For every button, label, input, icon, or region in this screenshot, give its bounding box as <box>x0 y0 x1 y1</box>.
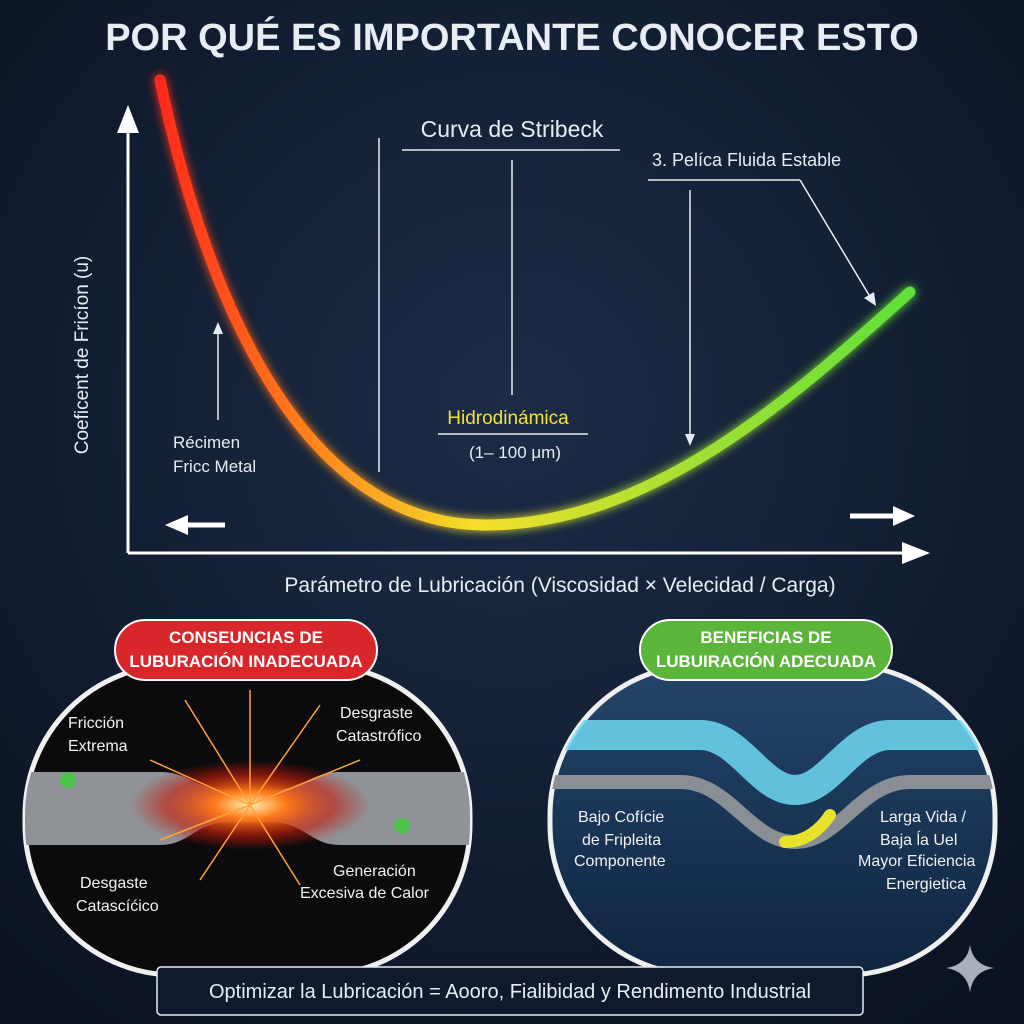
annotation-lines <box>217 138 873 472</box>
panel-label: Fricción <box>68 715 124 732</box>
panel-label: Componente <box>574 853 666 870</box>
panel-label: de Fripleita <box>582 832 661 849</box>
title: POR QUÉ ES IMPORTANTE CONOCER ESTO <box>105 15 919 59</box>
axes <box>117 105 930 564</box>
panel-label: Generación <box>333 863 416 880</box>
panel-label: Bajo Cofície <box>578 809 664 826</box>
panel-label: Desgaste <box>80 875 148 892</box>
panel-illustration <box>550 720 995 850</box>
panel-label: Baja ĺa Uel <box>880 830 957 849</box>
badge-text: LUBURACIÓN INADECUADA <box>129 652 362 671</box>
footer-box <box>156 966 864 1016</box>
panel-label: Extrema <box>68 738 128 755</box>
regime-label: Récimen <box>173 433 240 452</box>
hydro-label: Hidrodinámica <box>447 408 569 429</box>
hydro-range: (1– 100 μm) <box>469 443 561 462</box>
badge <box>114 619 378 681</box>
panel-label: Desgraste <box>340 705 413 722</box>
footer-text: Optimizar la Lubricación = Aooro, Fialib… <box>209 981 811 1003</box>
panel-label: Energietica <box>886 876 966 893</box>
panel-label: Excesiva de Calor <box>300 885 430 902</box>
regime-label: Fricc Metal <box>173 457 256 476</box>
sparkle-icon <box>946 945 994 992</box>
badge-text: LUBUIRACIÓN ADECUADA <box>656 652 876 671</box>
panel-label: Mayor Eficiencia <box>858 853 975 870</box>
film-label: 3. Pelíca Fluida Estable <box>652 150 841 170</box>
annotation-arrowheads <box>213 292 876 446</box>
x-axis-label: Parámetro de Lubricación (Viscosidad × V… <box>284 574 835 597</box>
badge-text: BENEFICIAS DE <box>700 628 831 647</box>
panel-label: Catastrófico <box>336 728 421 745</box>
panel-illustration <box>25 690 470 886</box>
curve-title: Curva de Stribeck <box>421 116 604 142</box>
panel-label: Larga Vida / <box>880 809 967 826</box>
panel-label: Catascíćico <box>76 898 159 915</box>
badge <box>639 619 893 681</box>
badge-text: CONSEUNCIAS DE <box>169 628 323 647</box>
stribeck-curve <box>154 74 916 531</box>
y-axis-label: Coeficent de Fricíon (u) <box>72 256 93 455</box>
